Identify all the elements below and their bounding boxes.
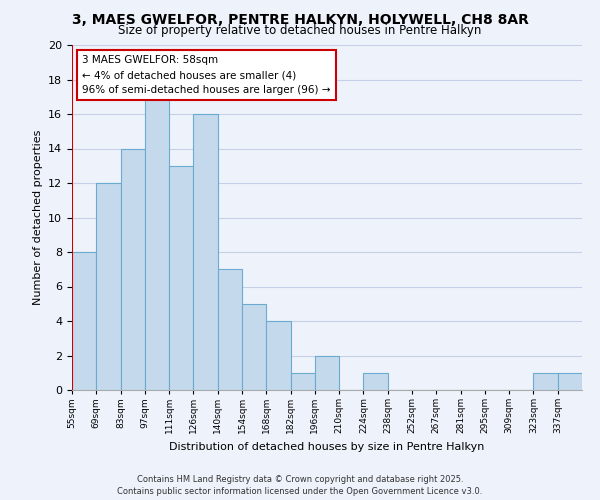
X-axis label: Distribution of detached houses by size in Pentre Halkyn: Distribution of detached houses by size … (169, 442, 485, 452)
Text: Contains HM Land Registry data © Crown copyright and database right 2025.
Contai: Contains HM Land Registry data © Crown c… (118, 474, 482, 496)
Bar (242, 304, 266, 390)
Text: 3, MAES GWELFOR, PENTRE HALKYN, HOLYWELL, CH8 8AR: 3, MAES GWELFOR, PENTRE HALKYN, HOLYWELL… (71, 12, 529, 26)
Text: Size of property relative to detached houses in Pentre Halkyn: Size of property relative to detached ho… (118, 24, 482, 37)
Bar (218, 269, 242, 390)
Text: 3 MAES GWELFOR: 58sqm
← 4% of detached houses are smaller (4)
96% of semi-detach: 3 MAES GWELFOR: 58sqm ← 4% of detached h… (82, 56, 331, 95)
Bar (121, 148, 145, 390)
Bar (72, 252, 96, 390)
Bar (558, 373, 582, 390)
Bar (145, 97, 169, 390)
Bar (290, 373, 315, 390)
Bar (96, 183, 121, 390)
Bar (266, 321, 290, 390)
Bar (533, 373, 558, 390)
Bar (315, 356, 339, 390)
Bar (169, 166, 193, 390)
Bar (364, 373, 388, 390)
Y-axis label: Number of detached properties: Number of detached properties (32, 130, 43, 305)
Bar (193, 114, 218, 390)
